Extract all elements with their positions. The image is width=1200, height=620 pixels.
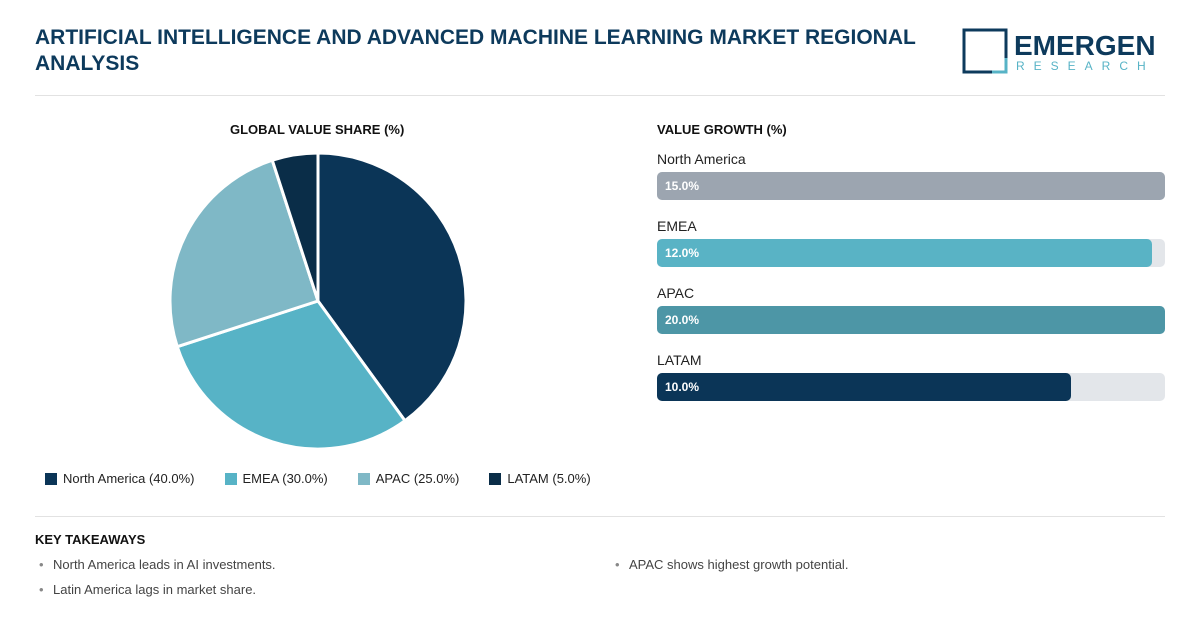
legend-swatch [489, 472, 502, 485]
divider [35, 95, 1165, 96]
pie-slice-apac [168, 158, 320, 349]
bar-label: North America [657, 151, 746, 167]
growth-bars: North America 15.0% EMEA 12.0% APAC 20.0% LATA… [657, 151, 1165, 419]
bar-track: 10.0% [657, 373, 1165, 401]
emergen-logo: EMERGEN RESEARCH [962, 28, 1156, 74]
legend-item: North America (40.0%) [45, 471, 195, 486]
page-title: ARTIFICIAL INTELLIGENCE AND ADVANCED MAC… [35, 26, 916, 75]
legend-item: LATAM (5.0%) [489, 471, 591, 486]
divider [35, 516, 1165, 517]
bar-row: North America 15.0% [657, 151, 1165, 218]
takeaway-item: Latin America lags in market share. [39, 582, 256, 597]
legend-label: LATAM (5.0%) [507, 471, 591, 486]
pie-slice-north-america [316, 151, 468, 423]
bar-track: 20.0% [657, 306, 1165, 334]
takeaways-title: KEY TAKEAWAYS [35, 532, 146, 547]
bar-row: APAC 20.0% [657, 285, 1165, 352]
pie-legend: North America (40.0%) EMEA (30.0%) APAC (2… [45, 471, 591, 486]
pie-slice-emea [175, 299, 408, 451]
logo-text: EMERGEN [1014, 30, 1156, 61]
bar-value: 20.0% [665, 313, 700, 327]
takeaway-item: North America leads in AI investments. [39, 557, 276, 572]
legend-swatch [357, 472, 370, 485]
bar-label: EMEA [657, 218, 697, 234]
bar-fill [657, 373, 1072, 401]
bar-fill [657, 306, 1165, 334]
bar-title: VALUE GROWTH (%) [657, 122, 787, 137]
bar-value: 15.0% [665, 179, 700, 193]
bar-fill [657, 239, 1153, 267]
bar-row: EMEA 12.0% [657, 218, 1165, 285]
bar-track: 15.0% [657, 172, 1165, 200]
bar-row: LATAM 10.0% [657, 352, 1165, 419]
bar-value: 12.0% [665, 246, 700, 260]
pie-chart [168, 151, 468, 451]
bar-label: LATAM [657, 352, 702, 368]
legend-item: APAC (25.0%) [357, 471, 460, 486]
legend-label: APAC (25.0%) [375, 471, 460, 486]
pie-title: GLOBAL VALUE SHARE (%) [230, 122, 405, 137]
bar-value: 10.0% [665, 380, 700, 394]
takeaway-item: APAC shows highest growth potential. [615, 557, 848, 572]
logo-subtext: RESEARCH [1016, 59, 1155, 73]
legend-swatch [45, 472, 57, 485]
legend-label: North America (40.0%) [63, 471, 195, 486]
bar-track: 12.0% [657, 239, 1165, 267]
pie-slice-latam [270, 151, 320, 302]
legend-item: EMEA (30.0%) [224, 471, 328, 486]
bar-label: APAC [657, 285, 695, 301]
legend-label: EMEA (30.0%) [242, 471, 328, 486]
legend-swatch [224, 472, 237, 485]
bar-fill [657, 172, 1165, 200]
